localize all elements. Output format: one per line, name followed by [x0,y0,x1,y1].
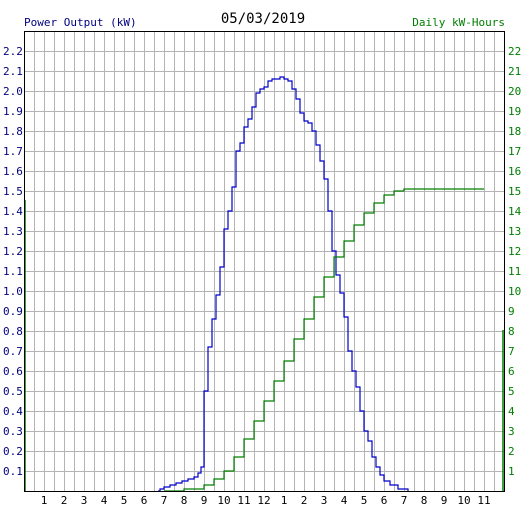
x-tick-label: 5 [121,494,128,507]
x-tick-label: 8 [421,494,428,507]
left-tick-label: 1.5 [3,185,23,198]
x-tick-label: 7 [401,494,408,507]
left-tick-label: 1.0 [3,285,23,298]
x-tick-label: 6 [381,494,388,507]
x-tick-label: 9 [441,494,448,507]
right-tick-label: 15 [508,185,521,198]
x-tick-labels: 1 2 3 4 5 6 7 8 9 10 11 12 1 2 3 4 5 6 7 8 9 10 11 [41,494,491,507]
x-tick-label: 1 [41,494,48,507]
x-tick-label: 5 [361,494,368,507]
left-tick-label: 1.2 [3,245,23,258]
right-tick-label: 6 [508,365,515,378]
right-tick-label: 10 [508,285,521,298]
x-tick-label: 8 [181,494,188,507]
left-tick-label: 1.8 [3,125,23,138]
left-tick-label: 1.9 [3,105,23,118]
left-tick-label: 1.1 [3,265,23,278]
left-tick-label: 1.4 [3,205,23,218]
right-tick-label: 20 [508,85,521,98]
right-tick-label: 13 [508,225,521,238]
right-tick-label: 21 [508,65,521,78]
left-tick-label: 1.6 [3,165,23,178]
right-tick-label: 16 [508,165,521,178]
right-tick-label: 1 [508,465,515,478]
x-tick-label: 9 [201,494,208,507]
x-tick-label: 4 [101,494,108,507]
x-tick-label: 11 [477,494,490,507]
right-axis-label: Daily kW-Hours [412,16,505,29]
x-tick-label: 7 [161,494,168,507]
left-tick-label: 2.0 [3,85,23,98]
left-tick-label: 0.2 [3,445,23,458]
x-tick-label: 12 [257,494,270,507]
left-tick-label: 2.2 [3,45,23,58]
x-tick-label: 3 [321,494,328,507]
left-tick-label: 0.3 [3,425,23,438]
x-tick-label: 6 [141,494,148,507]
right-tick-label: 2 [508,445,515,458]
right-tick-label: 4 [508,405,515,418]
left-tick-label: 0.5 [3,385,23,398]
left-tick-label: 0.8 [3,325,23,338]
x-tick-label: 3 [81,494,88,507]
right-tick-label: 8 [508,325,515,338]
chart-title: 05/03/2019 [221,11,305,27]
right-tick-label: 5 [508,385,515,398]
grid-lines [24,31,504,491]
right-tick-label: 22 [508,45,521,58]
right-tick-label: 3 [508,425,515,438]
right-tick-label: 12 [508,245,521,258]
left-tick-label: 2.1 [3,65,23,78]
left-tick-label: 0.9 [3,305,23,318]
left-tick-label: 1.3 [3,225,23,238]
left-tick-labels: 0.1 0.2 0.3 0.4 0.5 0.6 0.7 0.8 0.9 1.0 1.1 1.2 1.3 1… [3,45,23,478]
x-tick-label: 2 [301,494,308,507]
left-tick-label: 1.7 [3,145,23,158]
x-tick-label: 1 [281,494,288,507]
x-tick-label: 2 [61,494,68,507]
right-tick-label: 18 [508,125,521,138]
plot-frame [24,31,505,492]
right-tick-label: 17 [508,145,521,158]
x-tick-label: 4 [341,494,348,507]
left-axis-label: Power Output (kW) [24,16,137,29]
right-tick-label: 14 [508,205,522,218]
right-tick-label: 7 [508,345,515,358]
right-tick-label: 9 [508,305,515,318]
right-tick-label: 11 [508,265,521,278]
right-tick-label: 19 [508,105,521,118]
x-tick-label: 10 [217,494,230,507]
power-series-line [158,76,409,492]
left-tick-label: 0.1 [3,465,23,478]
left-tick-label: 0.4 [3,405,23,418]
left-tick-label: 0.6 [3,365,23,378]
energy-series-line [164,188,484,492]
left-tick-label: 0.7 [3,345,23,358]
x-tick-label: 10 [457,494,470,507]
x-tick-label: 11 [237,494,250,507]
